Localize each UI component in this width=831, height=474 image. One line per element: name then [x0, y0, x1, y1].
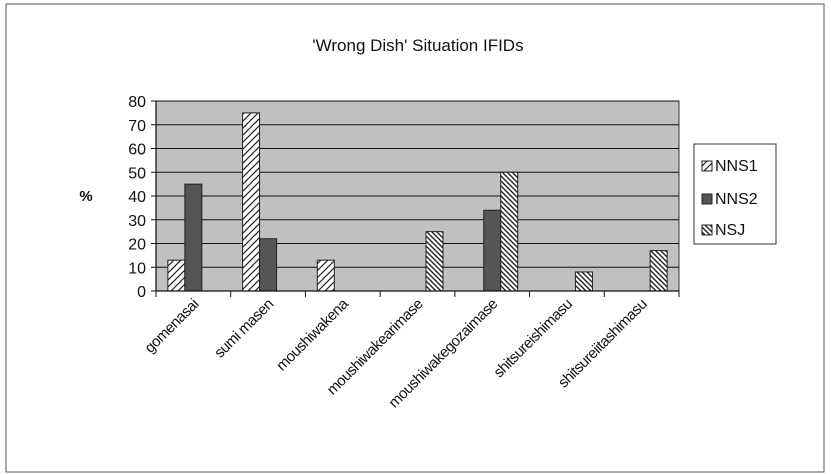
legend-label-nns2: NNS2 [715, 191, 758, 208]
y-tick-label: 10 [128, 260, 146, 277]
bar-nns1-sumimasen [242, 112, 261, 292]
legend-swatch-nns1 [701, 160, 713, 172]
y-tick-label: 60 [128, 142, 146, 159]
legend-swatch-nsj [701, 224, 713, 236]
bar-nns2-sumimasen [259, 238, 278, 292]
legend-label-nns1: NNS1 [715, 158, 758, 175]
legend-label-nsj: NSJ [715, 222, 745, 239]
y-tick-label: 0 [137, 284, 146, 301]
y-tick-labels: 0 10 20 30 40 50 60 70 80 [128, 94, 146, 301]
bar-nns2-moushiwakegozaimasen [483, 209, 502, 292]
bar-nsj-moushiwakearimasen [425, 231, 444, 292]
y-tick-label: 40 [128, 189, 146, 206]
y-tick-label: 30 [128, 213, 146, 230]
bar-nsj-moushiwakegozaimasen [500, 171, 519, 292]
y-tick-label: 80 [128, 94, 146, 111]
axes [151, 100, 680, 297]
bar-nsj-shitsureishimasu [574, 271, 593, 292]
chart-title: 'Wrong Dish' Situation IFIDs [312, 36, 523, 55]
bar-nsj-shitsureiitashimasu [649, 250, 668, 292]
bar-nns1-moushiwakenai [316, 259, 335, 292]
y-tick-label: 70 [128, 118, 146, 135]
bar-nns2-gomenasai [184, 183, 203, 292]
y-axis-label: % [79, 188, 92, 205]
bar-nns1-gomenasai [167, 259, 186, 292]
bars [167, 112, 668, 292]
y-tick-label: 50 [128, 165, 146, 182]
legend: NNS1 NNS2 NSJ [693, 143, 777, 245]
legend-swatch-nns2 [701, 193, 713, 205]
y-tick-label: 20 [128, 237, 146, 254]
